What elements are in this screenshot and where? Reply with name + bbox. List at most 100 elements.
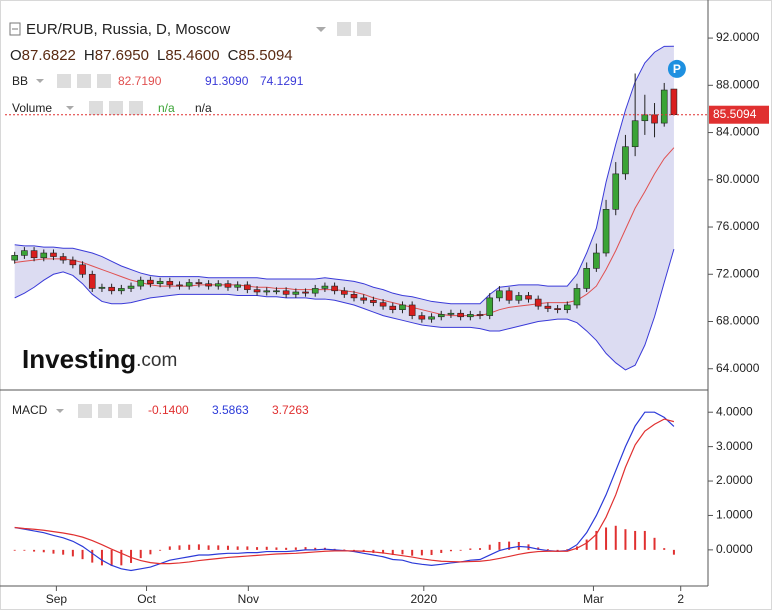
y-tick-label: 2.0000	[716, 473, 753, 487]
candle-body	[408, 304, 416, 316]
gear-icon[interactable]	[98, 404, 112, 418]
histogram-bar	[275, 547, 278, 550]
histogram-bar	[420, 549, 423, 556]
candle-body	[573, 288, 581, 306]
x-tick-label: Sep	[46, 592, 68, 606]
y-tick-label: 92.0000	[716, 30, 760, 44]
y-tick-label: 84.0000	[716, 125, 760, 139]
histogram-bar	[52, 549, 55, 554]
candle-body	[98, 286, 106, 289]
dropdown-icon[interactable]	[66, 106, 74, 110]
band-lower	[14, 248, 675, 371]
histogram-bar	[62, 549, 65, 555]
histogram-bar	[634, 530, 637, 550]
candle-body	[185, 282, 193, 287]
histogram-bar	[178, 545, 181, 550]
plot-layer: 64.0000 68.0000 72.0000 76.0000 80.0000 84.00…	[5, 30, 769, 606]
candle-body	[525, 295, 532, 300]
dropdown-icon[interactable]	[56, 409, 64, 413]
histogram-bar	[391, 549, 394, 556]
candle-body	[447, 312, 455, 315]
candle-body	[583, 268, 590, 289]
dropdown-icon[interactable]	[316, 27, 326, 32]
histogram-bar	[236, 546, 239, 550]
badge	[667, 59, 686, 78]
histogram-bar	[353, 549, 355, 551]
candle-body	[50, 252, 57, 257]
badge-label: P	[673, 62, 681, 76]
collapse-icon[interactable]	[9, 22, 21, 36]
histogram-bar	[459, 549, 462, 551]
watermark: Investing.com	[22, 344, 177, 374]
macd-legend-name: MACD	[12, 403, 48, 417]
chart-title: EUR/RUB, Russia, D, Moscow	[26, 21, 230, 38]
bb-legend-value: 91.3090	[205, 74, 249, 88]
histogram-bar	[469, 548, 472, 550]
eye-icon[interactable]	[89, 101, 103, 115]
candle-body	[79, 264, 86, 275]
histogram-bar	[188, 544, 191, 550]
eye-icon[interactable]	[78, 404, 92, 418]
candle-body	[379, 302, 387, 307]
histogram-bar	[246, 546, 249, 550]
y-tick-label: 76.0000	[716, 219, 760, 233]
candle-body	[641, 114, 649, 122]
price-tag	[709, 105, 769, 124]
dropdown-icon[interactable]	[36, 79, 44, 83]
gear-icon[interactable]	[77, 74, 91, 88]
histogram-bar	[130, 549, 133, 563]
histogram-bar	[585, 539, 588, 550]
histogram-bar	[110, 549, 113, 567]
price-tag-label: 85.5094	[713, 107, 757, 121]
gear-icon[interactable]	[357, 22, 371, 36]
gear-icon[interactable]	[109, 101, 123, 115]
close-icon[interactable]	[118, 404, 132, 418]
candle-body	[166, 281, 174, 286]
eye-icon[interactable]	[337, 22, 351, 36]
histogram-bar	[285, 547, 288, 550]
candle-body	[563, 304, 571, 310]
histogram-bar	[294, 547, 297, 550]
candle-body	[195, 282, 203, 285]
candle-body	[244, 284, 251, 290]
close-icon[interactable]	[129, 101, 143, 115]
histogram-bar	[149, 549, 152, 555]
candle-body	[534, 298, 542, 307]
close-icon[interactable]	[97, 74, 111, 88]
candle-body	[399, 304, 406, 310]
histogram-bar	[449, 549, 452, 552]
candle-body	[108, 286, 115, 292]
candle-body	[360, 297, 367, 301]
histogram-bar	[595, 530, 598, 550]
histogram-bar	[100, 549, 103, 566]
candle-body	[147, 279, 154, 285]
y-tick-label: 80.0000	[716, 172, 760, 186]
candle-body	[263, 290, 271, 293]
y-tick-label: 68.0000	[716, 314, 760, 328]
candle-body	[224, 283, 232, 288]
histogram-bar	[382, 549, 385, 554]
histogram-bar	[159, 549, 162, 551]
candle-body	[21, 250, 28, 256]
y-tick-label: 1.0000	[716, 508, 753, 522]
y-tick-label: 64.0000	[716, 361, 760, 375]
candle-body	[214, 283, 222, 287]
y-tick-label: 4.0000	[716, 404, 753, 418]
y-tick-label: 3.0000	[716, 439, 753, 453]
histogram-bar	[265, 546, 268, 550]
histogram-bar	[488, 544, 491, 550]
ohlc-legend: O87.6822 H87.6950 L85.4600 C85.5094	[10, 47, 293, 64]
eye-icon[interactable]	[57, 74, 71, 88]
candle-body	[273, 290, 280, 293]
candle-body	[428, 316, 435, 320]
candle-body	[156, 281, 164, 285]
histogram-bar	[81, 549, 84, 560]
candle-body	[30, 250, 38, 259]
candle-body	[282, 290, 290, 295]
candle-body	[321, 285, 329, 289]
histogram-bar	[314, 547, 317, 550]
candle-body	[302, 291, 309, 294]
candle-body	[350, 294, 358, 299]
